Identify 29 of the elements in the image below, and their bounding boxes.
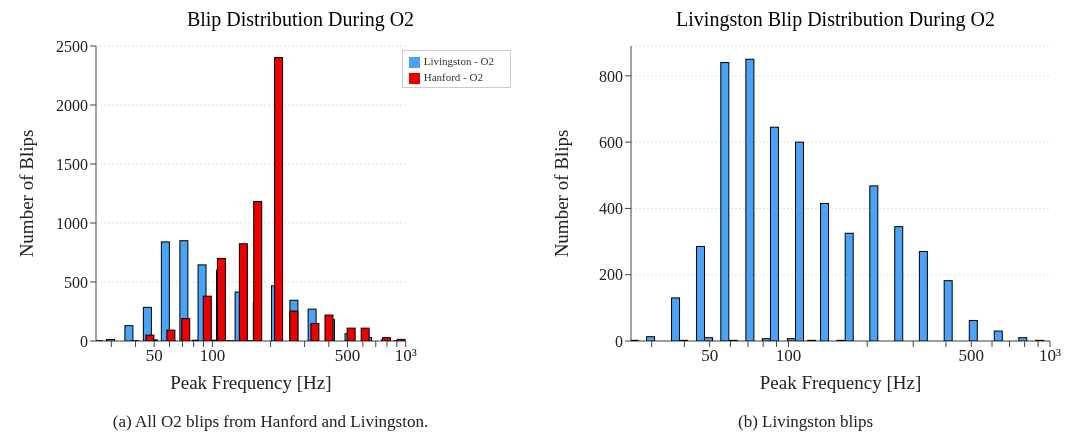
x-tick-label: 50 — [145, 346, 163, 366]
y-tick-label: 400 — [599, 200, 623, 218]
legend-label: Livingston - O2 — [423, 55, 494, 67]
x-tick-label: 10³ — [394, 346, 417, 366]
y-tick-label: 2500 — [56, 37, 88, 55]
y-axis-title: Number of Blips — [550, 129, 572, 258]
y-tick-label: 800 — [599, 67, 623, 85]
x-tick-label: 50 — [701, 346, 719, 366]
y-tick-label: 1000 — [56, 214, 88, 232]
chart-title: Livingston Blip Distribution During O2 — [675, 8, 996, 33]
x-axis-title: Peak Frequency [Hz] — [170, 372, 332, 393]
y-tick-label: 0 — [615, 332, 623, 350]
x-tick-label: 10³ — [1038, 346, 1062, 366]
x-tick-label: 500 — [334, 346, 361, 366]
text: (a) All O2 blips from Hanford and Livingston. — [111, 412, 430, 432]
y-tick-label: 500 — [64, 273, 88, 291]
y-tick-label: 600 — [599, 133, 623, 151]
x-axis-title: Peak Frequency [Hz] — [759, 372, 922, 393]
x-tick-label: 100 — [775, 346, 802, 366]
y-tick-label: 200 — [599, 266, 623, 284]
chart-title: Blip Distribution During O2 — [185, 8, 416, 33]
x-tick-label: 500 — [958, 346, 985, 366]
text: (b) Livingston blips — [736, 412, 875, 432]
y-axis-title: Number of Blips — [15, 129, 37, 258]
y-tick-label: 2000 — [56, 96, 88, 114]
x-tick-label: 100 — [199, 346, 226, 366]
legend-label: Hanford - O2 — [423, 71, 483, 83]
y-tick-label: 0 — [80, 332, 88, 350]
y-tick-label: 1500 — [56, 155, 88, 173]
